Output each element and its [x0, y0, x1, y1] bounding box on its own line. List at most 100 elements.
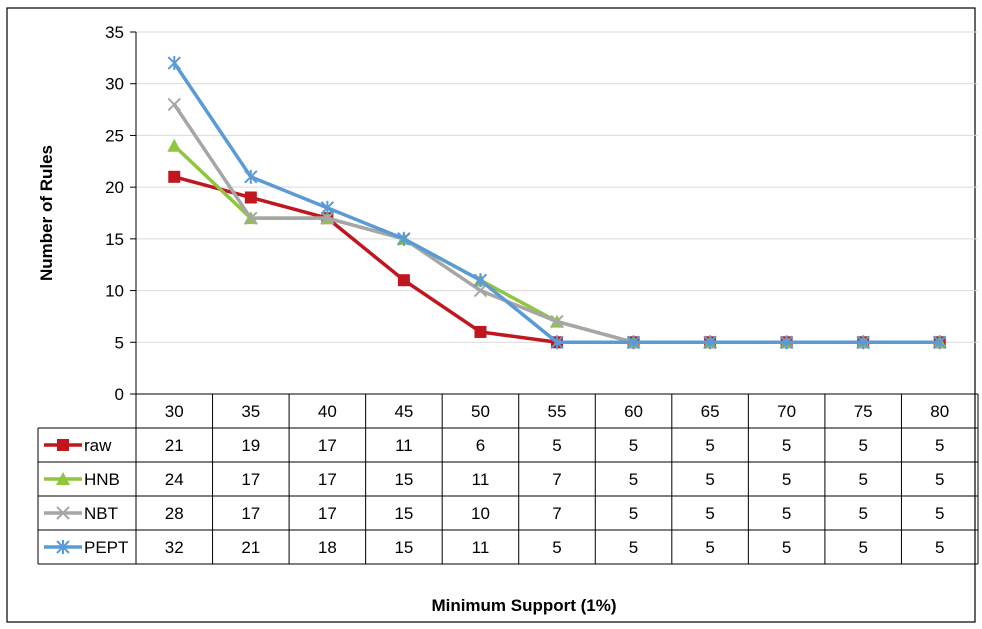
- x-tick-label: 75: [854, 402, 873, 421]
- data-point: [167, 97, 181, 112]
- table-cell-value: 5: [629, 436, 638, 455]
- legend-key-HNB: [44, 472, 82, 485]
- table-cell-value: 17: [241, 470, 260, 489]
- table-cell-value: 19: [241, 436, 260, 455]
- data-point: [473, 283, 488, 298]
- series-PEPT: [167, 56, 947, 350]
- table-cell-value: 5: [705, 538, 714, 557]
- x-tick-label: 70: [777, 402, 796, 421]
- data-point: [550, 335, 564, 350]
- data-point: [167, 56, 181, 71]
- table-cell-value: 5: [858, 538, 867, 557]
- table-cell-value: 11: [395, 436, 413, 455]
- data-point: [168, 170, 181, 183]
- table-cell-value: 32: [165, 538, 184, 557]
- table-cell-value: 11: [472, 470, 490, 489]
- data-point: [933, 335, 947, 350]
- data-point: [474, 325, 487, 338]
- y-axis-label: Number of Rules: [37, 145, 56, 281]
- y-tick-label: 30: [105, 75, 124, 94]
- data-point: [244, 211, 258, 225]
- table-cell-value: 5: [552, 538, 561, 557]
- y-tick-label: 35: [105, 23, 124, 42]
- series-lines: [167, 56, 947, 350]
- x-tick-label: 30: [165, 402, 184, 421]
- table-cell-value: 17: [241, 504, 260, 523]
- table-cell-value: 5: [629, 504, 638, 523]
- table-cell-value: 10: [471, 504, 490, 523]
- data-point: [167, 138, 182, 152]
- data-point: [626, 335, 641, 350]
- legend-label: HNB: [84, 470, 120, 489]
- y-tick-label: 25: [105, 126, 124, 145]
- axes: 0 5 10 15 20 25 30 35: [105, 23, 137, 404]
- data-point: [856, 335, 870, 350]
- table-cell-value: 28: [165, 504, 184, 523]
- table-cell-value: 5: [629, 470, 638, 489]
- data-point: [397, 274, 410, 287]
- legend-key-NBT: [44, 506, 82, 520]
- table-cell-value: 21: [241, 538, 260, 557]
- x-tick-label: 50: [471, 402, 490, 421]
- data-point: [320, 200, 335, 215]
- data-point: [550, 314, 564, 329]
- table-cell-value: 5: [935, 504, 944, 523]
- table-cell-value: 5: [629, 538, 638, 557]
- table-cell-value: 5: [858, 504, 867, 523]
- table-cell-value: 17: [318, 504, 337, 523]
- table-cell-value: 5: [705, 436, 714, 455]
- legend-label: PEPT: [84, 538, 128, 557]
- table-cell-value: 5: [705, 504, 714, 523]
- data-point: [473, 273, 488, 288]
- table-cell-value: 5: [935, 436, 944, 455]
- data-point: [779, 335, 794, 350]
- y-tick-label: 5: [115, 333, 124, 352]
- table-cell-value: 5: [782, 436, 791, 455]
- table-cell-value: 17: [318, 470, 337, 489]
- table-cell-value: 5: [782, 504, 791, 523]
- table-cell-value: 21: [165, 436, 184, 455]
- table-cell-value: 7: [552, 470, 561, 489]
- table-cell-value: 5: [858, 436, 867, 455]
- x-tick-label: 35: [241, 402, 260, 421]
- table-cell-value: 5: [552, 436, 561, 455]
- legend-label: NBT: [84, 504, 118, 523]
- table-cell-value: 24: [165, 470, 184, 489]
- table-cell-value: 11: [472, 538, 490, 557]
- x-tick-label: 80: [930, 402, 949, 421]
- x-axis-label: Minimum Support (1%): [431, 596, 616, 615]
- table-cell-value: 15: [394, 538, 413, 557]
- table-cell-value: 5: [935, 538, 944, 557]
- table-cell-value: 5: [935, 470, 944, 489]
- legend-key-raw: [44, 439, 82, 451]
- x-tick-label: 40: [318, 402, 337, 421]
- y-tick-label: 20: [105, 178, 124, 197]
- table-cell-value: 5: [782, 470, 791, 489]
- data-point: [703, 335, 717, 350]
- y-tick-label: 10: [105, 282, 124, 301]
- x-tick-label: 65: [701, 402, 720, 421]
- table-cell-value: 18: [318, 538, 337, 557]
- legend-label: raw: [84, 436, 112, 455]
- x-tick-label: 60: [624, 402, 643, 421]
- y-tick-label: 0: [115, 385, 124, 404]
- data-point: [397, 231, 411, 246]
- x-tick-label: 55: [548, 402, 567, 421]
- table-cell-value: 15: [394, 504, 413, 523]
- table-cell-value: 6: [476, 436, 485, 455]
- data-point: [244, 169, 258, 184]
- y-tick-label: 15: [105, 230, 124, 249]
- legend-key-PEPT: [44, 540, 82, 554]
- table-cell-value: 17: [318, 436, 337, 455]
- data-point: [244, 191, 257, 204]
- table-cell-value: 7: [552, 504, 561, 523]
- table-cell-value: 15: [394, 470, 413, 489]
- x-tick-label: 45: [394, 402, 413, 421]
- table-cell-value: 5: [705, 470, 714, 489]
- table-cell-value: 5: [858, 470, 867, 489]
- data-point: [320, 211, 335, 225]
- table-cell-value: 5: [782, 538, 791, 557]
